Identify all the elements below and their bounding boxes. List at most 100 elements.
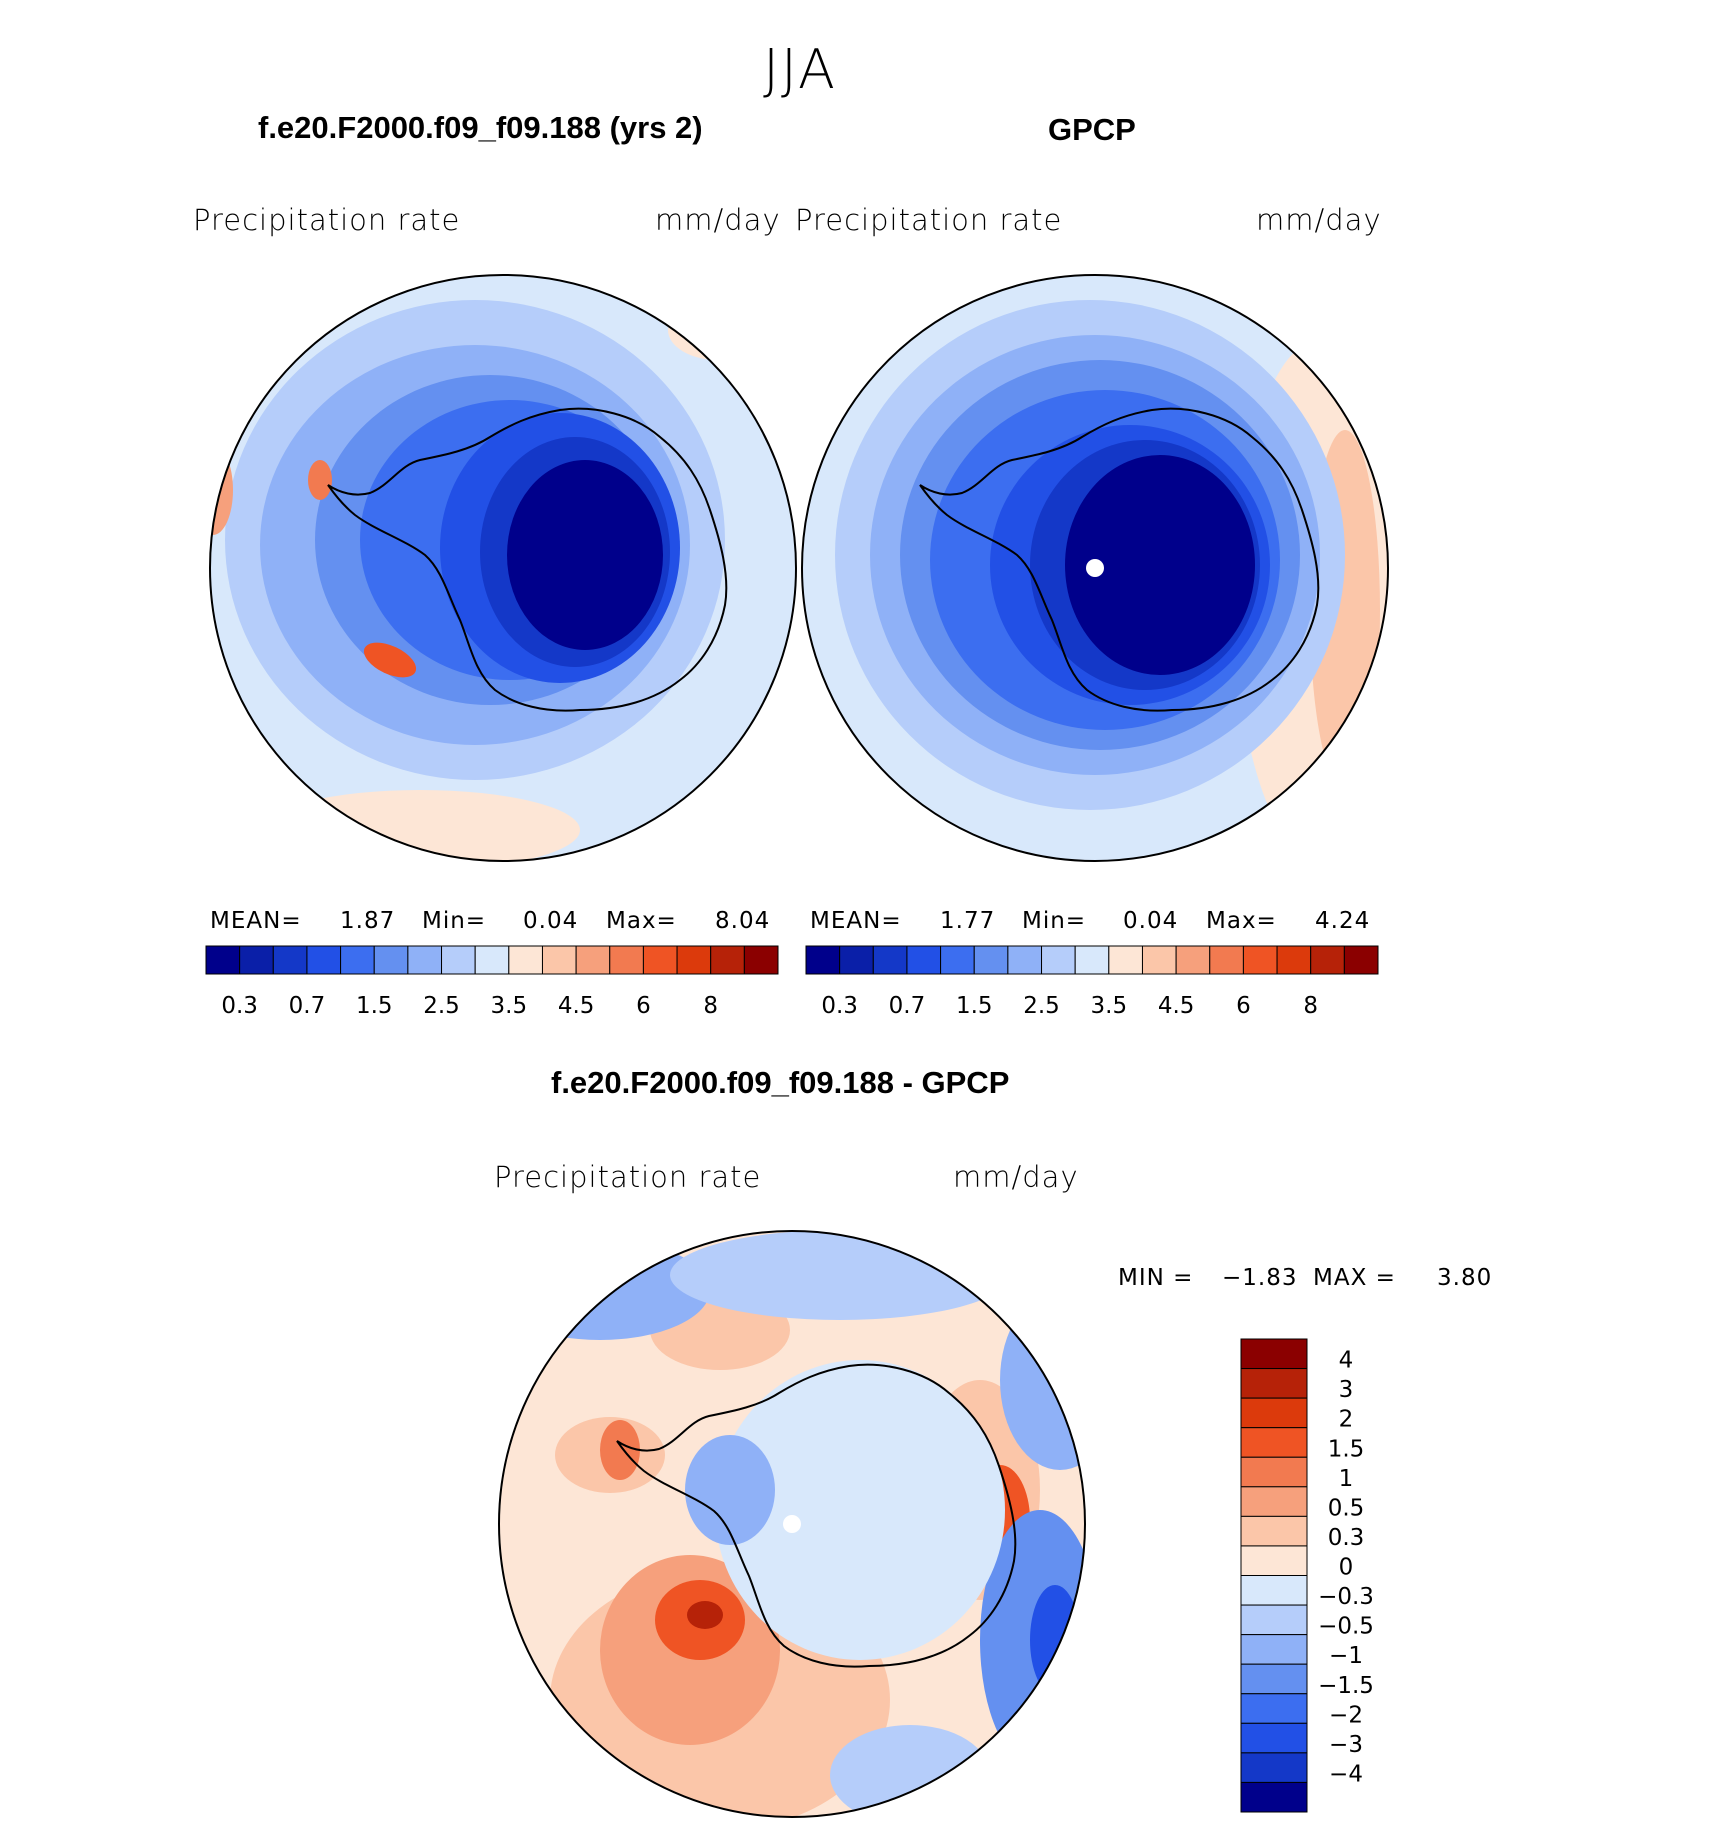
colorbar-swatch <box>973 945 1009 975</box>
colorbar-tick-label: 0.7 <box>289 993 326 1019</box>
colorbar-panel-2: 0.3 0.7 1.5 2.5 3.5 4.5 6 8 <box>805 945 1379 1030</box>
colorbar-swatch <box>1242 945 1278 975</box>
colorbar-swatch <box>906 945 942 975</box>
colorbar-swatch <box>1141 945 1177 975</box>
colorbar-swatch <box>1240 1515 1308 1547</box>
colorbar-swatch <box>839 945 874 975</box>
panel-2-max-label: Max= <box>1206 908 1277 934</box>
colorbar-tick-label: 3.5 <box>1091 993 1128 1019</box>
colorbar-tick-label: 4 <box>1339 1348 1354 1374</box>
colorbar-tick-label: 6 <box>1236 993 1251 1019</box>
colorbar-swatch <box>1343 945 1379 975</box>
colorbar-tick-label: 1 <box>1339 1466 1354 1492</box>
colorbar-swatch <box>575 945 611 975</box>
panel-3-variable: Precipitation rate <box>494 1160 762 1194</box>
panel-1-title: f.e20.F2000.f09_f09.188 (yrs 2) <box>258 110 703 145</box>
map-panel-gpcp <box>801 274 1389 862</box>
colorbar-swatch <box>1175 945 1211 975</box>
colorbar-swatch <box>710 945 745 975</box>
panel-2-variable: Precipitation rate <box>795 203 1063 237</box>
colorbar-swatch <box>940 945 975 975</box>
panel-1-min-label: Min= <box>422 908 487 934</box>
colorbar-swatch <box>508 945 543 975</box>
colorbar-swatch <box>1240 1663 1308 1695</box>
colorbar-swatch <box>1240 1634 1308 1665</box>
colorbar-tick-label: 0.3 <box>221 993 258 1019</box>
colorbar-tick-label: 0.3 <box>821 993 858 1019</box>
colorbar-swatch <box>1108 945 1143 975</box>
colorbar-tick-label: −3 <box>1329 1732 1363 1758</box>
colorbar-difference: 4 3 2 1.5 1 0.5 0.3 0 −0.3 −0.5 −1 −1.5 −2 −3 −4 <box>1240 1338 1440 1818</box>
colorbar-swatch <box>1074 945 1110 975</box>
colorbar-tick-label: 3.5 <box>491 993 528 1019</box>
colorbar-tick-label: 0.5 <box>1328 1495 1365 1521</box>
panel-1-units: mm/day <box>655 203 781 237</box>
colorbar-panel-1: 0.3 0.7 1.5 2.5 3.5 4.5 6 8 <box>205 945 779 1030</box>
difference-min-label: MIN = <box>1118 1265 1194 1291</box>
colorbar-tick-label: 0.7 <box>889 993 926 1019</box>
colorbar-swatch <box>407 945 443 975</box>
colorbar-swatch <box>1240 1722 1308 1754</box>
map-panel-model <box>209 274 797 862</box>
colorbar-tick-label: 1.5 <box>956 993 993 1019</box>
colorbar-svg-3: 4 3 2 1.5 1 0.5 0.3 0 −0.3 −0.5 −1 −1.5 −2 −3 −4 <box>1240 1338 1374 1813</box>
colorbar-tick-label: −0.3 <box>1318 1584 1374 1610</box>
colorbar-swatch <box>1240 1338 1308 1370</box>
colorbar-swatch <box>1007 945 1043 975</box>
colorbar-tick-label: 0.3 <box>1328 1525 1365 1551</box>
colorbar-tick-label: 1.5 <box>356 993 393 1019</box>
colorbar-swatch <box>205 945 241 975</box>
colorbar-tick-label: −1 <box>1329 1643 1363 1669</box>
colorbar-swatch <box>805 945 841 975</box>
colorbar-swatch <box>272 945 308 975</box>
colorbar-swatch <box>872 945 908 975</box>
colorbar-tick-label: −2 <box>1329 1702 1363 1728</box>
panel-2-mean-label: MEAN= <box>810 908 902 934</box>
panel-2-mean-value: 1.77 <box>940 908 996 934</box>
colorbar-swatch <box>1240 1486 1308 1517</box>
panel-2-min-value: 0.04 <box>1123 908 1179 934</box>
colorbar-swatch <box>1240 1397 1308 1429</box>
colorbar-tick-label: 8 <box>1303 993 1318 1019</box>
panel-3-units: mm/day <box>953 1160 1079 1194</box>
panel-1-mean-value: 1.87 <box>340 908 396 934</box>
colorbar-tick-label: 1.5 <box>1328 1436 1365 1462</box>
colorbar-tick-label: 2.5 <box>1023 993 1060 1019</box>
colorbar-svg-2: 0.3 0.7 1.5 2.5 3.5 4.5 6 8 <box>805 945 1379 1019</box>
difference-min-value: −1.83 <box>1222 1265 1298 1291</box>
colorbar-swatch <box>1240 1752 1308 1783</box>
colorbar-tick-label: 4.5 <box>558 993 595 1019</box>
colorbar-swatch <box>1240 1427 1308 1458</box>
colorbar-swatch <box>1240 1693 1308 1724</box>
panel-2-min-label: Min= <box>1022 908 1087 934</box>
colorbar-swatch <box>1240 1545 1308 1576</box>
panel-2-max-value: 4.24 <box>1315 908 1371 934</box>
panel-1-variable: Precipitation rate <box>193 203 461 237</box>
panel-1-mean-label: MEAN= <box>210 908 302 934</box>
panel-1-max-label: Max= <box>606 908 677 934</box>
colorbar-tick-label: 8 <box>703 993 718 1019</box>
colorbar-swatch <box>1276 945 1312 975</box>
colorbar-svg-1: 0.3 0.7 1.5 2.5 3.5 4.5 6 8 <box>205 945 779 1019</box>
colorbar-swatch <box>609 945 644 975</box>
colorbar-tick-label: 2.5 <box>423 993 460 1019</box>
colorbar-swatch <box>743 945 779 975</box>
difference-max-value: 3.80 <box>1437 1265 1493 1291</box>
colorbar-swatch <box>642 945 678 975</box>
colorbar-swatch <box>1240 1456 1308 1488</box>
colorbar-tick-label: −0.5 <box>1318 1614 1374 1640</box>
colorbar-swatch <box>340 945 375 975</box>
colorbar-swatch <box>1310 945 1345 975</box>
panel-2-title: GPCP <box>1048 112 1136 147</box>
colorbar-tick-label: 6 <box>636 993 651 1019</box>
difference-max-label: MAX = <box>1313 1265 1396 1291</box>
colorbar-swatch <box>1209 945 1244 975</box>
colorbar-swatch <box>239 945 274 975</box>
colorbar-tick-label: 0 <box>1339 1555 1354 1581</box>
colorbar-swatch <box>1041 945 1076 975</box>
colorbar-tick-label: −1.5 <box>1318 1673 1374 1699</box>
colorbar-swatch <box>1240 1575 1308 1606</box>
panel-1-max-value: 8.04 <box>715 908 771 934</box>
colorbar-swatch <box>306 945 342 975</box>
